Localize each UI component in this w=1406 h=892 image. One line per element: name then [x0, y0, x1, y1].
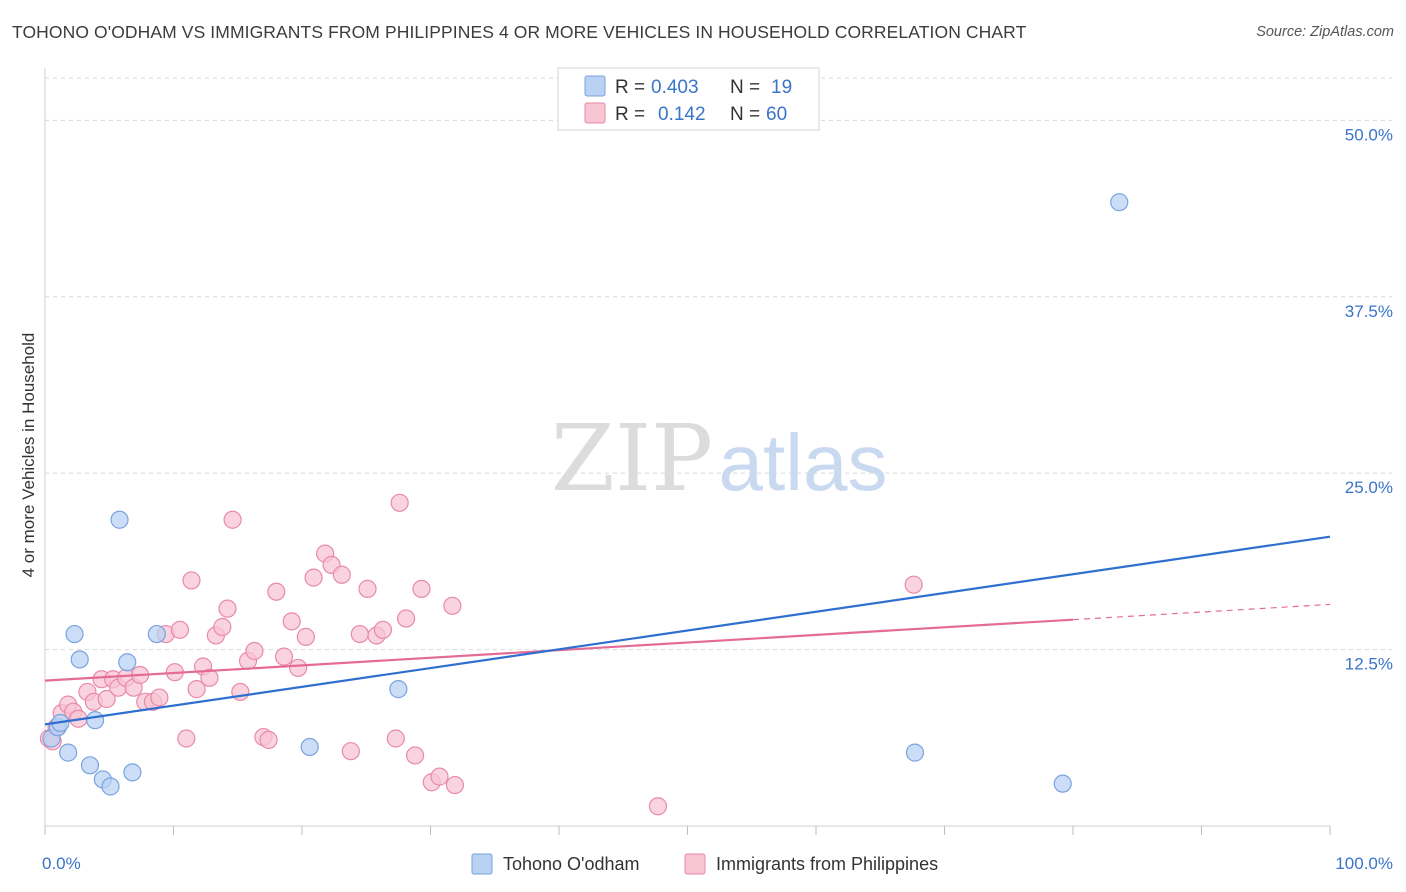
- tohono-point-4: [70, 650, 89, 669]
- bottom-legend-philippines: Immigrants from Philippines: [716, 854, 938, 874]
- y-tick-labels: 12.5% 25.0% 37.5% 50.0%: [1345, 125, 1393, 673]
- trend-lines: [44, 535, 1331, 726]
- x-tick-label-min: 0.0%: [42, 854, 81, 873]
- philippines-point-38: [282, 612, 301, 631]
- philippines-point-31: [231, 682, 250, 702]
- tohono-point-12: [147, 624, 166, 644]
- y-tick-label-2: 37.5%: [1345, 302, 1393, 321]
- tohono-point-9: [110, 510, 129, 529]
- philippines-point-49: [373, 620, 393, 639]
- y-axis-title: 4 or more Vehicles in Household: [19, 333, 38, 578]
- tohono-point-11: [123, 763, 142, 782]
- legend-n-value-1: 19: [771, 77, 792, 98]
- bottom-legend: Tohono O'odham Immigrants from Philippin…: [471, 853, 938, 875]
- grid: [45, 77, 1392, 651]
- philippines-point-24: [187, 680, 206, 699]
- tohono-point-16: [905, 743, 925, 762]
- philippines-point-54: [412, 579, 431, 598]
- philippines-point-53: [405, 746, 425, 765]
- philippines-point-44: [332, 565, 351, 584]
- tohono-point-10: [118, 653, 137, 672]
- philippines-trend-extension: [1072, 603, 1331, 621]
- watermark-zip: ZIP: [551, 405, 713, 512]
- legend-r-value-2: 0.142: [658, 104, 706, 125]
- bottom-legend-swatch-tohono: [471, 853, 493, 875]
- philippines-point-26: [200, 668, 219, 687]
- tohono-point-14: [389, 680, 408, 699]
- legend-swatch-tohono: [584, 75, 606, 97]
- philippines-point-35: [259, 730, 278, 750]
- philippines-point-59: [648, 797, 668, 816]
- tohono-point-3: [65, 624, 84, 644]
- x-tick-labels: 0.0% 100.0%: [42, 854, 1393, 873]
- philippines-point-21: [170, 620, 190, 639]
- watermark-atlas: atlas: [719, 418, 888, 507]
- bottom-legend-swatch-philippines: [684, 853, 706, 875]
- philippines-point-37: [274, 647, 294, 666]
- philippines-point-58: [445, 775, 465, 795]
- tohono-point-2: [59, 743, 78, 762]
- x-tick-label-max: 100.0%: [1335, 854, 1393, 873]
- tohono-point-17: [1053, 774, 1072, 793]
- philippines-point-56: [430, 767, 449, 786]
- philippines-point-41: [304, 568, 323, 587]
- tohono-trend-line: [44, 535, 1331, 726]
- philippines-point-33: [245, 641, 264, 661]
- philippines-point-46: [350, 624, 369, 644]
- chart-title: TOHONO O'ODHAM VS IMMIGRANTS FROM PHILIP…: [12, 22, 1027, 42]
- philippines-point-22: [177, 729, 196, 748]
- philippines-point-30: [223, 510, 242, 529]
- legend-n-value-2: 60: [766, 104, 787, 125]
- philippines-point-28: [213, 617, 232, 637]
- legend-r-label-2: R =: [615, 104, 645, 125]
- philippines-point-52: [396, 609, 416, 628]
- y-tick-label-0: 12.5%: [1345, 655, 1393, 674]
- tohono-point-8: [101, 777, 120, 796]
- watermark: ZIP atlas: [551, 405, 888, 512]
- tohono-point-15: [1110, 193, 1129, 212]
- tohono-point-6: [86, 711, 105, 730]
- philippines-point-57: [443, 596, 462, 615]
- y-tick-label-3: 50.0%: [1345, 125, 1393, 144]
- legend-r-value-1: 0.403: [651, 77, 699, 98]
- philippines-point-47: [358, 579, 377, 598]
- y-tick-label-1: 25.0%: [1345, 478, 1393, 497]
- source-label: Source: ZipAtlas.com: [1256, 24, 1394, 40]
- philippines-point-51: [390, 493, 409, 512]
- philippines-point-45: [341, 742, 360, 761]
- legend-n-label-2: N =: [730, 104, 760, 125]
- philippines-point-36: [267, 582, 286, 601]
- tohono-point-13: [300, 737, 319, 757]
- bottom-legend-tohono: Tohono O'odham: [503, 854, 640, 874]
- philippines-point-18: [150, 688, 169, 707]
- philippines-point-29: [218, 599, 237, 618]
- tohono-point-5: [80, 756, 100, 775]
- philippines-point-39: [289, 658, 308, 678]
- legend-r-label-1: R =: [615, 77, 645, 98]
- philippines-point-23: [182, 571, 201, 590]
- legend-swatch-philippines: [584, 102, 606, 124]
- legend-n-label-1: N =: [730, 77, 760, 98]
- series-tohono-points: [42, 193, 1129, 796]
- axes: [44, 68, 1331, 835]
- philippines-point-60: [904, 575, 923, 594]
- philippines-point-40: [296, 627, 315, 646]
- legend: R = 0.403 N = 19 R = 0.142 N = 60: [557, 67, 820, 131]
- philippines-point-10: [97, 689, 116, 709]
- philippines-point-50: [386, 729, 405, 748]
